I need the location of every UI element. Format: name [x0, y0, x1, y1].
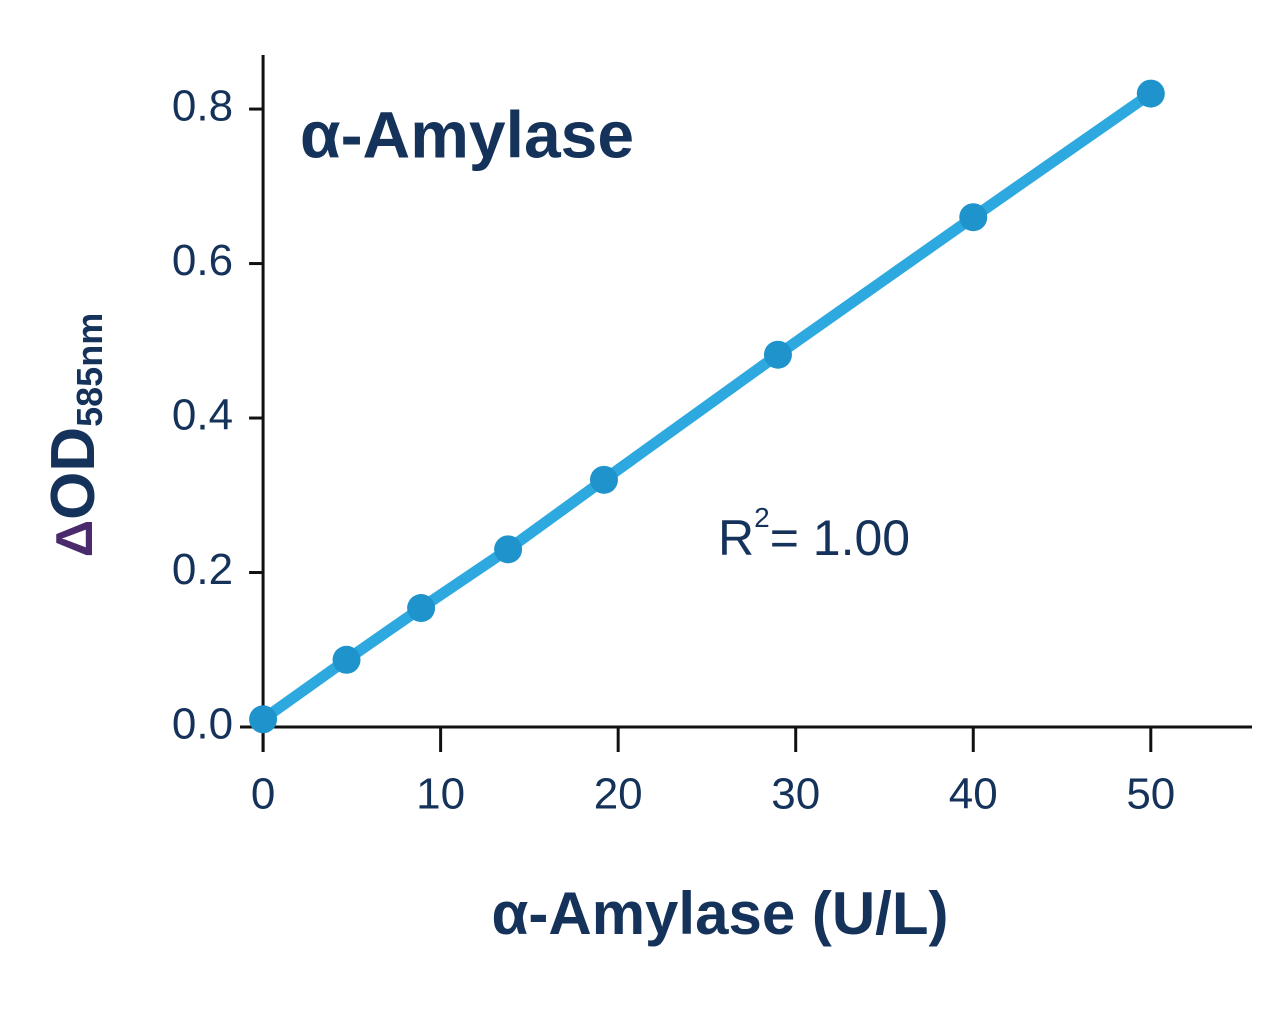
data-point [763, 340, 792, 369]
x-tick-label: 30 [771, 770, 820, 819]
y-tick-label: 0.6 [172, 236, 233, 285]
x-tick-label: 0 [251, 770, 275, 819]
y-tick-label: 0.2 [172, 545, 233, 594]
annotation-base: R [718, 510, 754, 566]
annotation: R2= 1.00 [718, 502, 910, 566]
y-tick-label: 0.8 [172, 82, 233, 131]
x-tick-label: 50 [1126, 770, 1175, 819]
y-label-main: OD [39, 427, 108, 520]
data-point [494, 535, 523, 564]
y-tick-label: 0.0 [172, 700, 233, 749]
x-tick-label: 10 [416, 770, 465, 819]
y-label-symbol: Δ [46, 520, 104, 557]
y-label-sub: 585nm [69, 313, 110, 427]
annotation-sup: 2 [754, 502, 770, 533]
y-axis-label: ΔOD585nm [39, 313, 109, 557]
data-point [249, 705, 278, 734]
x-tick-label: 20 [594, 770, 643, 819]
data-point [332, 645, 361, 674]
data-point [1136, 79, 1165, 108]
chart-title: α-Amylase [300, 97, 634, 171]
data-line [257, 88, 1157, 725]
annotation-rest: = 1.00 [770, 510, 910, 566]
data-point [959, 203, 988, 232]
y-tick-label: 0.4 [172, 391, 233, 440]
x-tick-label: 40 [949, 770, 998, 819]
x-axis-label: α-Amylase (U/L) [492, 880, 949, 947]
data-point [407, 594, 436, 623]
data-point [589, 465, 618, 494]
